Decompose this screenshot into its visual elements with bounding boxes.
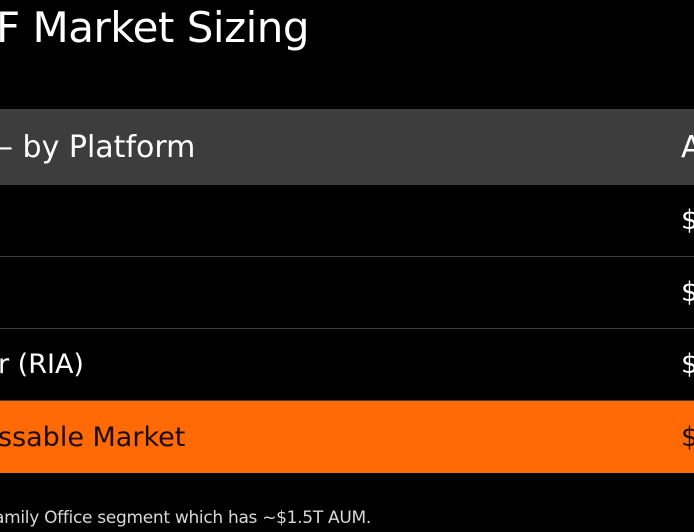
table-row: $	[0, 185, 694, 257]
total-addressable-market-row: ssable Market $	[0, 401, 694, 473]
total-row-value: $	[681, 421, 694, 453]
market-sizing-table: – by Platform A $ $ r (RIA) $ ssable Mar…	[0, 109, 694, 473]
table-header-row: – by Platform A	[0, 109, 694, 185]
row-value: $	[681, 349, 694, 380]
footnote: amily Office segment which has ~$1.5T AU…	[0, 508, 371, 528]
row-value: $	[681, 205, 694, 236]
total-row-label: ssable Market	[0, 421, 186, 453]
row-value: $	[681, 277, 694, 308]
header-platform-label: – by Platform	[0, 129, 196, 165]
table-row: $	[0, 257, 694, 329]
slide-title: F Market Sizing	[0, 3, 310, 52]
header-value-label: A	[681, 129, 694, 165]
table-row: r (RIA) $	[0, 329, 694, 401]
row-label: r (RIA)	[0, 349, 84, 380]
